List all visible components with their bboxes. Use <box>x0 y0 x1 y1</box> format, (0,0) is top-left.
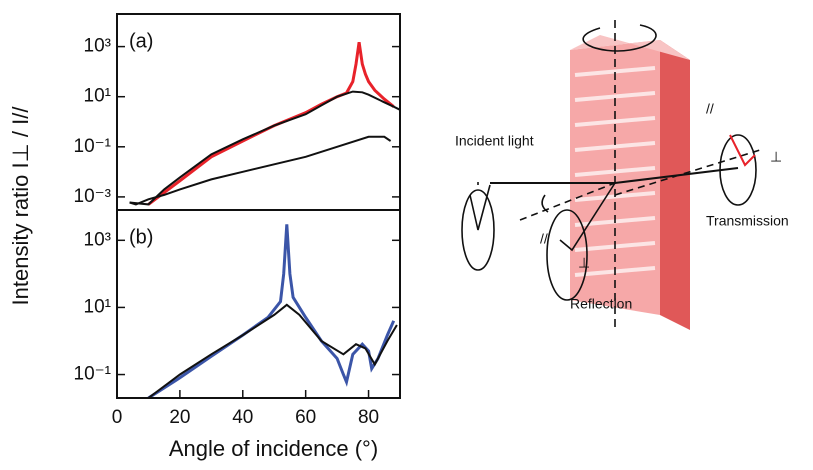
y-tick-label: 10⁻¹ <box>74 364 112 385</box>
y-tick-label: 10³ <box>84 229 111 250</box>
diagram-label: ⊥ <box>578 255 590 271</box>
diagram <box>461 20 761 330</box>
x-tick-label: 60 <box>295 407 316 428</box>
series-line <box>147 303 398 398</box>
diagram-label: // <box>706 101 714 117</box>
x-tick-label: 20 <box>169 407 190 428</box>
series-line <box>129 90 400 206</box>
y-axis-label: Intensity ratio I⊥ / I// <box>8 106 33 306</box>
panel-label: (b) <box>129 226 153 248</box>
x-tick-label: 0 <box>112 407 123 428</box>
diagram-label: // <box>540 231 548 247</box>
y-tick-label: 10¹ <box>84 86 111 107</box>
panel-label: (a) <box>129 30 153 52</box>
plot-frame <box>116 209 401 399</box>
x-tick-label: 80 <box>358 407 379 428</box>
y-tick-label: 10⁻³ <box>74 186 112 207</box>
x-axis-label: Angle of incidence (°) <box>169 436 378 461</box>
series-line <box>129 135 392 206</box>
y-tick-label: 10⁻¹ <box>74 136 112 157</box>
diagram-label: ⊥ <box>770 149 782 165</box>
diagram-label: Transmission <box>706 213 789 229</box>
x-tick-label: 40 <box>232 407 253 428</box>
diagram-label: Incident light <box>455 133 534 149</box>
y-tick-label: 10³ <box>84 36 111 57</box>
diagram-label: Reflection <box>570 296 632 312</box>
y-tick-label: 10¹ <box>84 296 111 317</box>
series-line <box>147 41 395 206</box>
